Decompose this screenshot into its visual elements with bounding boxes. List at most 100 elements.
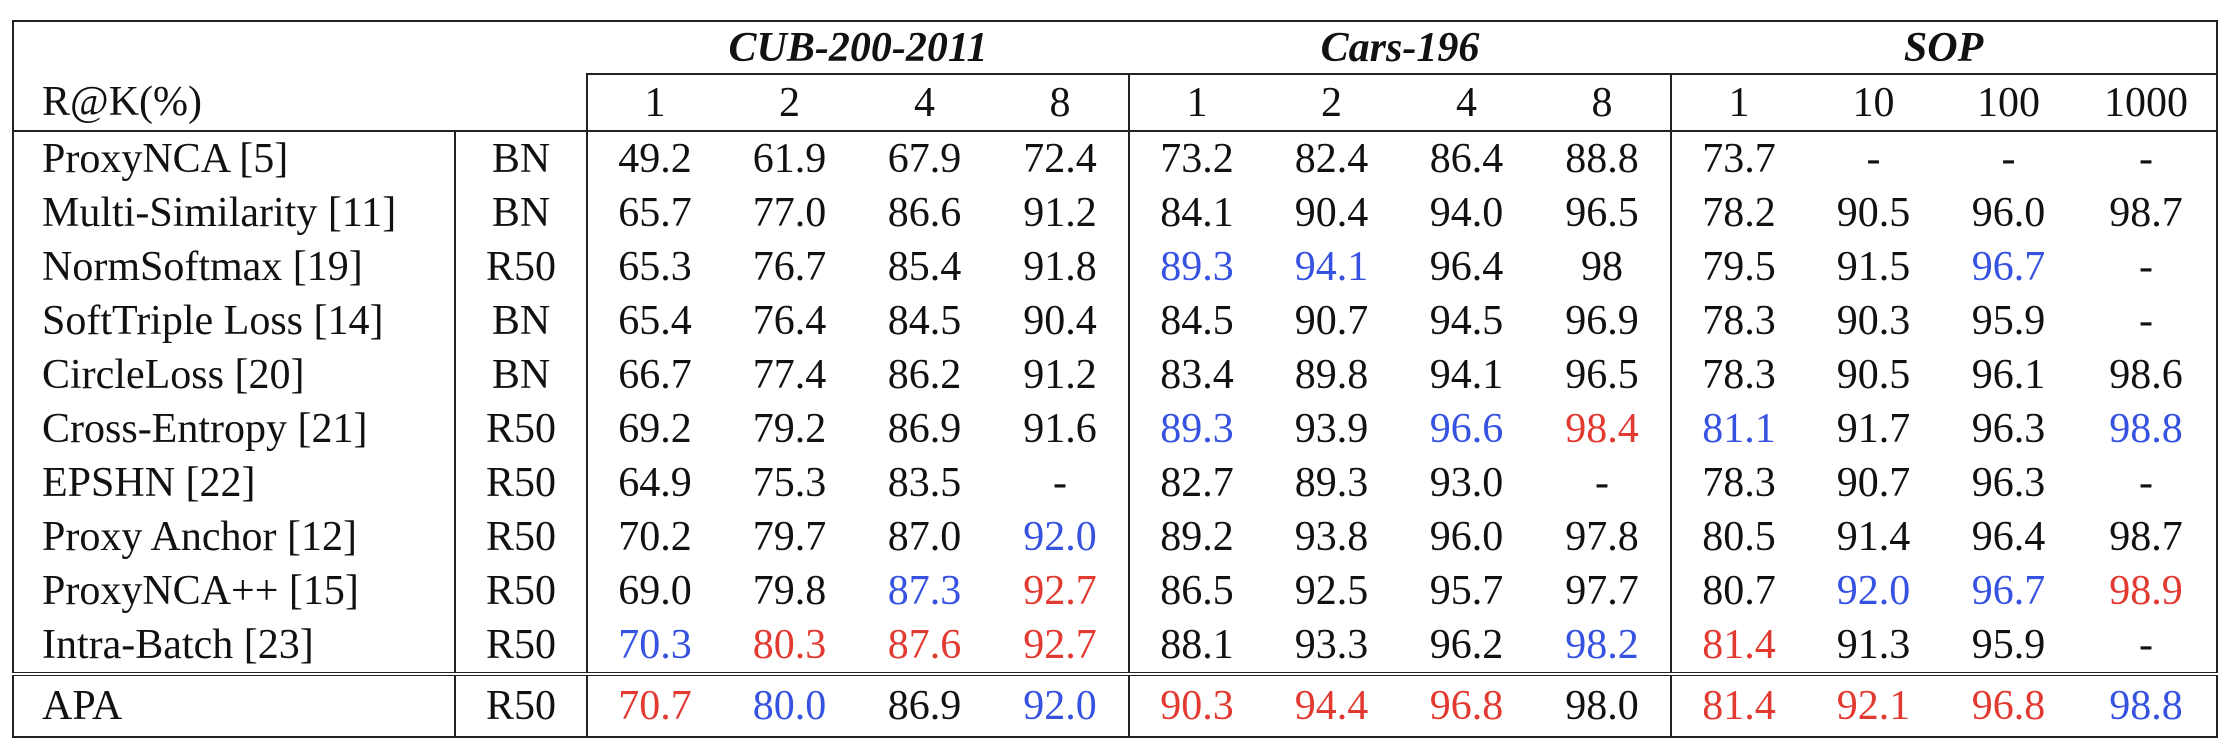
recall-cell: - bbox=[2139, 622, 2154, 668]
k-label: 100 bbox=[1941, 73, 2077, 131]
recall-cell: 70.7 bbox=[586, 672, 722, 738]
results-table: CUB-200-2011 Cars-196 SOP R@K(%) 1 2 4 8… bbox=[12, 20, 2219, 738]
recall-cell: 86.9 bbox=[887, 406, 962, 452]
recall-cell: 69.2 bbox=[586, 402, 722, 456]
recall-cell: 92.5 bbox=[1294, 568, 1369, 614]
recall-cell: 78.3 bbox=[1670, 348, 1807, 402]
recall-cell: 84.5 bbox=[887, 298, 962, 344]
k-label: 2 bbox=[1264, 73, 1400, 131]
recall-cell: 78.3 bbox=[1670, 294, 1807, 348]
k-label: 10 bbox=[1806, 73, 1942, 131]
recall-cell: 90.7 bbox=[1836, 460, 1911, 506]
recall-cell: 79.2 bbox=[752, 406, 827, 452]
recall-cell: 96.3 bbox=[1971, 460, 2046, 506]
recall-cell: 86.4 bbox=[1399, 130, 1535, 186]
k-label: 1 bbox=[586, 73, 722, 131]
recall-cell: 96.4 bbox=[1429, 244, 1504, 290]
method-row: NormSoftmax [19] R50 65.3 76.7 85.4 91.8 89.3 9… bbox=[13, 240, 2217, 294]
recall-cell: 98.8 bbox=[2076, 672, 2218, 738]
k-label: 8 bbox=[992, 73, 1130, 131]
recall-cell: 95.7 bbox=[1429, 568, 1504, 614]
recall-cell: 91.6 bbox=[1023, 406, 1097, 452]
recall-cell: 83.4 bbox=[1128, 348, 1265, 402]
recall-cell: - bbox=[1595, 460, 1610, 506]
recall-cell: 90.4 bbox=[1023, 298, 1097, 344]
recall-cell: 87.0 bbox=[887, 514, 962, 560]
recall-cell: 98.7 bbox=[2109, 190, 2183, 236]
backbone: R50 bbox=[454, 402, 587, 456]
recall-cell: 93.8 bbox=[1294, 514, 1369, 560]
method-name: ProxyNCA [5] bbox=[13, 130, 455, 186]
recall-cell: 92.0 bbox=[1836, 568, 1911, 614]
k-label: 1 bbox=[1670, 73, 1807, 131]
recall-cell: 66.7 bbox=[586, 348, 722, 402]
recall-cell: 96.8 bbox=[1399, 672, 1535, 738]
recall-cell: 49.2 bbox=[586, 130, 722, 186]
dataset-header: SOP bbox=[1671, 20, 2218, 74]
recall-cell: 70.3 bbox=[586, 618, 722, 674]
recall-cell: 96.0 bbox=[1429, 514, 1504, 560]
recall-cell: 82.4 bbox=[1264, 130, 1400, 186]
recall-cell: 91.3 bbox=[1836, 622, 1911, 668]
recall-cell: 76.4 bbox=[752, 298, 827, 344]
recall-cell: 80.0 bbox=[722, 672, 857, 738]
table-body: ProxyNCA [5] BN 49.2 61.9 67.9 72.4 73.2 82.4 86… bbox=[13, 130, 2218, 738]
method-name: CircleLoss [20] bbox=[42, 352, 305, 398]
recall-cell: 91.8 bbox=[1023, 244, 1097, 290]
recall-cell: 89.3 bbox=[1128, 402, 1265, 456]
recall-cell: 65.3 bbox=[586, 240, 722, 294]
recall-cell: 96.4 bbox=[1971, 514, 2046, 560]
dataset-header-row: CUB-200-2011 Cars-196 SOP bbox=[13, 20, 2218, 74]
method-name: SoftTriple Loss [14] bbox=[42, 298, 384, 344]
recall-cell: 92.0 bbox=[1023, 514, 1097, 560]
recall-cell: 90.3 bbox=[1128, 672, 1265, 738]
method-name: EPSHN [22] bbox=[42, 460, 256, 506]
method-row: EPSHN [22] R50 64.9 75.3 83.5 - 82.7 89.3 93.0 - 7… bbox=[13, 456, 2217, 510]
method-row: ProxyNCA++ [15] R50 69.0 79.8 87.3 92.7 86.5 92… bbox=[13, 564, 2217, 618]
recall-cell: 91.2 bbox=[1023, 190, 1097, 236]
recall-cell: 92.7 bbox=[1023, 568, 1097, 614]
recall-cell: 61.9 bbox=[722, 130, 857, 186]
method-name: APA bbox=[13, 672, 455, 738]
recall-cell: 86.9 bbox=[857, 672, 992, 738]
recall-cell: 79.5 bbox=[1670, 240, 1807, 294]
recall-cell: 96.9 bbox=[1565, 298, 1639, 344]
recall-cell: - bbox=[2139, 460, 2154, 506]
recall-cell: - bbox=[2139, 244, 2154, 290]
recall-cell: 89.8 bbox=[1294, 352, 1369, 398]
k-header-row: R@K(%) 1 2 4 8 1 2 4 8 1 10 100 1000 bbox=[13, 73, 2218, 131]
proposed-method-row: APA R50 70.7 80.0 86.9 92.0 90.3 94.4 96.8 98.0 81… bbox=[13, 672, 2218, 738]
recall-cell: 96.7 bbox=[1971, 568, 2046, 614]
method-name: ProxyNCA++ [15] bbox=[42, 568, 359, 614]
backbone: R50 bbox=[454, 618, 587, 674]
recall-cell: 64.9 bbox=[586, 456, 722, 510]
recall-cell: 77.4 bbox=[752, 352, 827, 398]
recall-cell: 76.7 bbox=[752, 244, 827, 290]
backbone: R50 bbox=[454, 456, 587, 510]
recall-cell: 69.0 bbox=[586, 564, 722, 618]
recall-cell: 90.4 bbox=[1294, 190, 1369, 236]
recall-cell: 91.7 bbox=[1836, 406, 1911, 452]
recall-cell: 93.3 bbox=[1294, 622, 1369, 668]
recall-cell: 65.4 bbox=[586, 294, 722, 348]
k-label: 4 bbox=[1399, 73, 1535, 131]
recall-cell: 83.5 bbox=[887, 460, 962, 506]
recall-cell: 96.8 bbox=[1941, 672, 2077, 738]
backbone: R50 bbox=[454, 672, 587, 738]
method-name: NormSoftmax [19] bbox=[42, 244, 363, 290]
recall-cell: 98.8 bbox=[2109, 406, 2183, 452]
recall-cell: 90.7 bbox=[1294, 298, 1369, 344]
recall-cell: 81.1 bbox=[1670, 402, 1807, 456]
recall-cell: 98.4 bbox=[1565, 406, 1639, 452]
recall-cell: 94.0 bbox=[1429, 190, 1504, 236]
recall-cell: 65.7 bbox=[586, 186, 722, 240]
recall-cell: - bbox=[2139, 298, 2154, 344]
recall-cell: 97.8 bbox=[1565, 514, 1639, 560]
recall-cell: 89.2 bbox=[1128, 510, 1265, 564]
k-label: 2 bbox=[722, 73, 857, 131]
recall-cell: 80.5 bbox=[1670, 510, 1807, 564]
recall-cell: 96.0 bbox=[1971, 190, 2046, 236]
k-label: 8 bbox=[1534, 73, 1672, 131]
method-row: SoftTriple Loss [14] BN 65.4 76.4 84.5 90.4 84… bbox=[13, 294, 2217, 348]
backbone: BN bbox=[454, 294, 587, 348]
